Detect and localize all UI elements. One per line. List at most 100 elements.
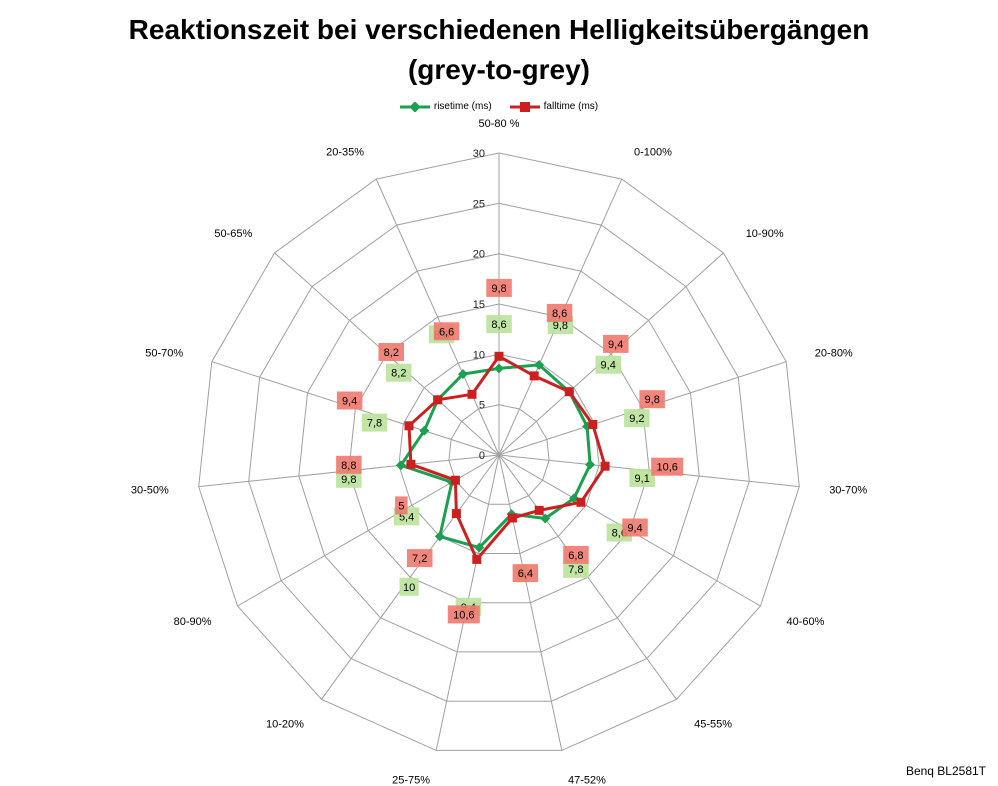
series-line-risetime — [399, 363, 592, 550]
data-label-falltime: 7,2 — [412, 553, 427, 565]
data-point-risetime — [534, 359, 545, 370]
data-label-bg-risetime — [624, 409, 650, 428]
r-tick-label: 5 — [479, 400, 485, 412]
data-label-risetime: 7,8 — [367, 418, 382, 430]
spoke-9 — [321, 454, 500, 700]
data-label-bg-falltime — [336, 455, 362, 474]
category-label: 30-70% — [829, 485, 867, 497]
data-label-bg-falltime — [486, 278, 512, 297]
data-label-risetime: 9,2 — [629, 413, 644, 425]
data-point-falltime — [534, 505, 544, 515]
data-label-falltime: 8,6 — [552, 308, 567, 320]
data-label-bg-falltime — [639, 390, 665, 409]
data-point-risetime — [395, 460, 406, 471]
data-label-bg-risetime — [629, 469, 655, 487]
category-label: 40-60% — [787, 616, 825, 628]
category-label: 10-20% — [266, 719, 304, 731]
data-label-falltime: 6,8 — [568, 550, 583, 562]
data-label-risetime: 10 — [403, 582, 415, 594]
data-label-bg-risetime — [399, 577, 419, 596]
category-label: 47-52% — [568, 775, 606, 786]
chart-title-line-2: (grey-to-grey) — [407, 54, 590, 85]
data-label-bg-falltime — [407, 549, 433, 568]
category-label: 20-80% — [815, 347, 853, 359]
data-point-risetime — [585, 459, 596, 470]
data-point-risetime — [458, 369, 468, 380]
data-point-falltime — [529, 371, 539, 381]
data-point-falltime — [507, 513, 517, 523]
legend-item-risetime: risetime (ms) — [399, 101, 492, 112]
data-label-falltime: 9,8 — [491, 283, 506, 295]
data-label-risetime: 9,8 — [341, 474, 356, 486]
credit-label: Benq BL2581T — [905, 764, 986, 778]
grid-ring-5 — [448, 404, 550, 505]
data-label-risetime: 8,2 — [391, 368, 406, 380]
data-label-falltime: 9,8 — [645, 394, 660, 406]
data-label-bg-falltime — [603, 334, 629, 353]
category-label: 20-35% — [326, 147, 364, 159]
data-label-risetime: 9,8 — [553, 320, 568, 332]
data-label-bg-falltime — [563, 545, 589, 564]
legend-label-risetime: risetime (ms) — [433, 101, 492, 112]
data-point-falltime — [404, 421, 414, 431]
data-label-bg-risetime — [386, 363, 412, 382]
data-point-falltime — [588, 420, 598, 429]
category-label: 0-100% — [634, 147, 672, 159]
category-label: 50-80 % — [479, 118, 520, 130]
data-point-risetime — [434, 531, 445, 542]
r-tick-label: 0 — [479, 450, 485, 462]
category-label: 45-55% — [694, 719, 732, 731]
data-label-bg-falltime — [512, 564, 539, 583]
data-label-bg-risetime — [361, 413, 388, 432]
data-label-bg-risetime — [563, 559, 589, 578]
data-label-bg-falltime — [622, 518, 648, 537]
data-point-falltime — [433, 395, 443, 405]
r-tick-label: 30 — [473, 148, 485, 160]
data-label-falltime: 8,2 — [384, 347, 399, 359]
data-point-falltime — [600, 461, 610, 471]
data-point-falltime — [494, 351, 504, 361]
data-point-falltime — [576, 497, 586, 507]
data-label-bg-falltime — [447, 605, 480, 624]
spoke-14 — [375, 178, 500, 456]
data-point-falltime — [450, 475, 460, 485]
r-tick-label: 20 — [473, 249, 485, 261]
legend-item-falltime: falltime (ms) — [509, 101, 599, 112]
data-point-falltime — [564, 387, 574, 397]
data-label-bg-falltime — [395, 496, 408, 515]
data-label-falltime: 8,8 — [341, 460, 356, 472]
data-point-falltime — [406, 459, 416, 469]
category-label: 30-50% — [131, 485, 169, 497]
data-point-falltime — [467, 389, 477, 399]
category-label: 10-90% — [746, 228, 784, 240]
legend-label-falltime: falltime (ms) — [543, 101, 599, 112]
data-label-falltime: 9,4 — [342, 396, 357, 408]
category-label: 25-75% — [392, 775, 430, 786]
legend-swatch-risetime — [399, 101, 430, 112]
data-label-falltime: 5 — [398, 500, 404, 512]
chart-title-line-1: Reaktionszeit bei verschiedenen Helligke… — [128, 14, 870, 45]
data-label-bg-risetime — [486, 315, 512, 334]
data-label-bg-falltime — [546, 303, 573, 322]
data-point-risetime — [419, 425, 430, 436]
data-label-risetime: 7,8 — [568, 564, 583, 576]
r-tick-label: 15 — [473, 299, 485, 311]
chart-title: Reaktionszeit bei verschiedenen Helligke… — [0, 10, 998, 90]
data-label-bg-falltime — [336, 391, 363, 410]
r-tick-label: 10 — [473, 349, 485, 361]
grid-ring-20 — [298, 253, 700, 653]
grid-ring-25 — [248, 202, 750, 702]
data-label-bg-falltime — [651, 457, 684, 476]
data-label-falltime: 9,4 — [608, 339, 623, 351]
category-label: 50-70% — [145, 347, 183, 359]
data-label-falltime: 6,4 — [518, 568, 533, 580]
data-label-falltime: 10,6 — [656, 462, 677, 474]
data-label-falltime: 6,6 — [439, 326, 454, 338]
category-label: 50-65% — [214, 228, 252, 240]
data-label-bg-risetime — [595, 355, 621, 374]
r-tick-label: 25 — [473, 198, 485, 210]
data-label-risetime: 9,4 — [601, 360, 616, 372]
grid-ring-10 — [398, 353, 600, 554]
data-label-bg-falltime — [433, 322, 460, 341]
